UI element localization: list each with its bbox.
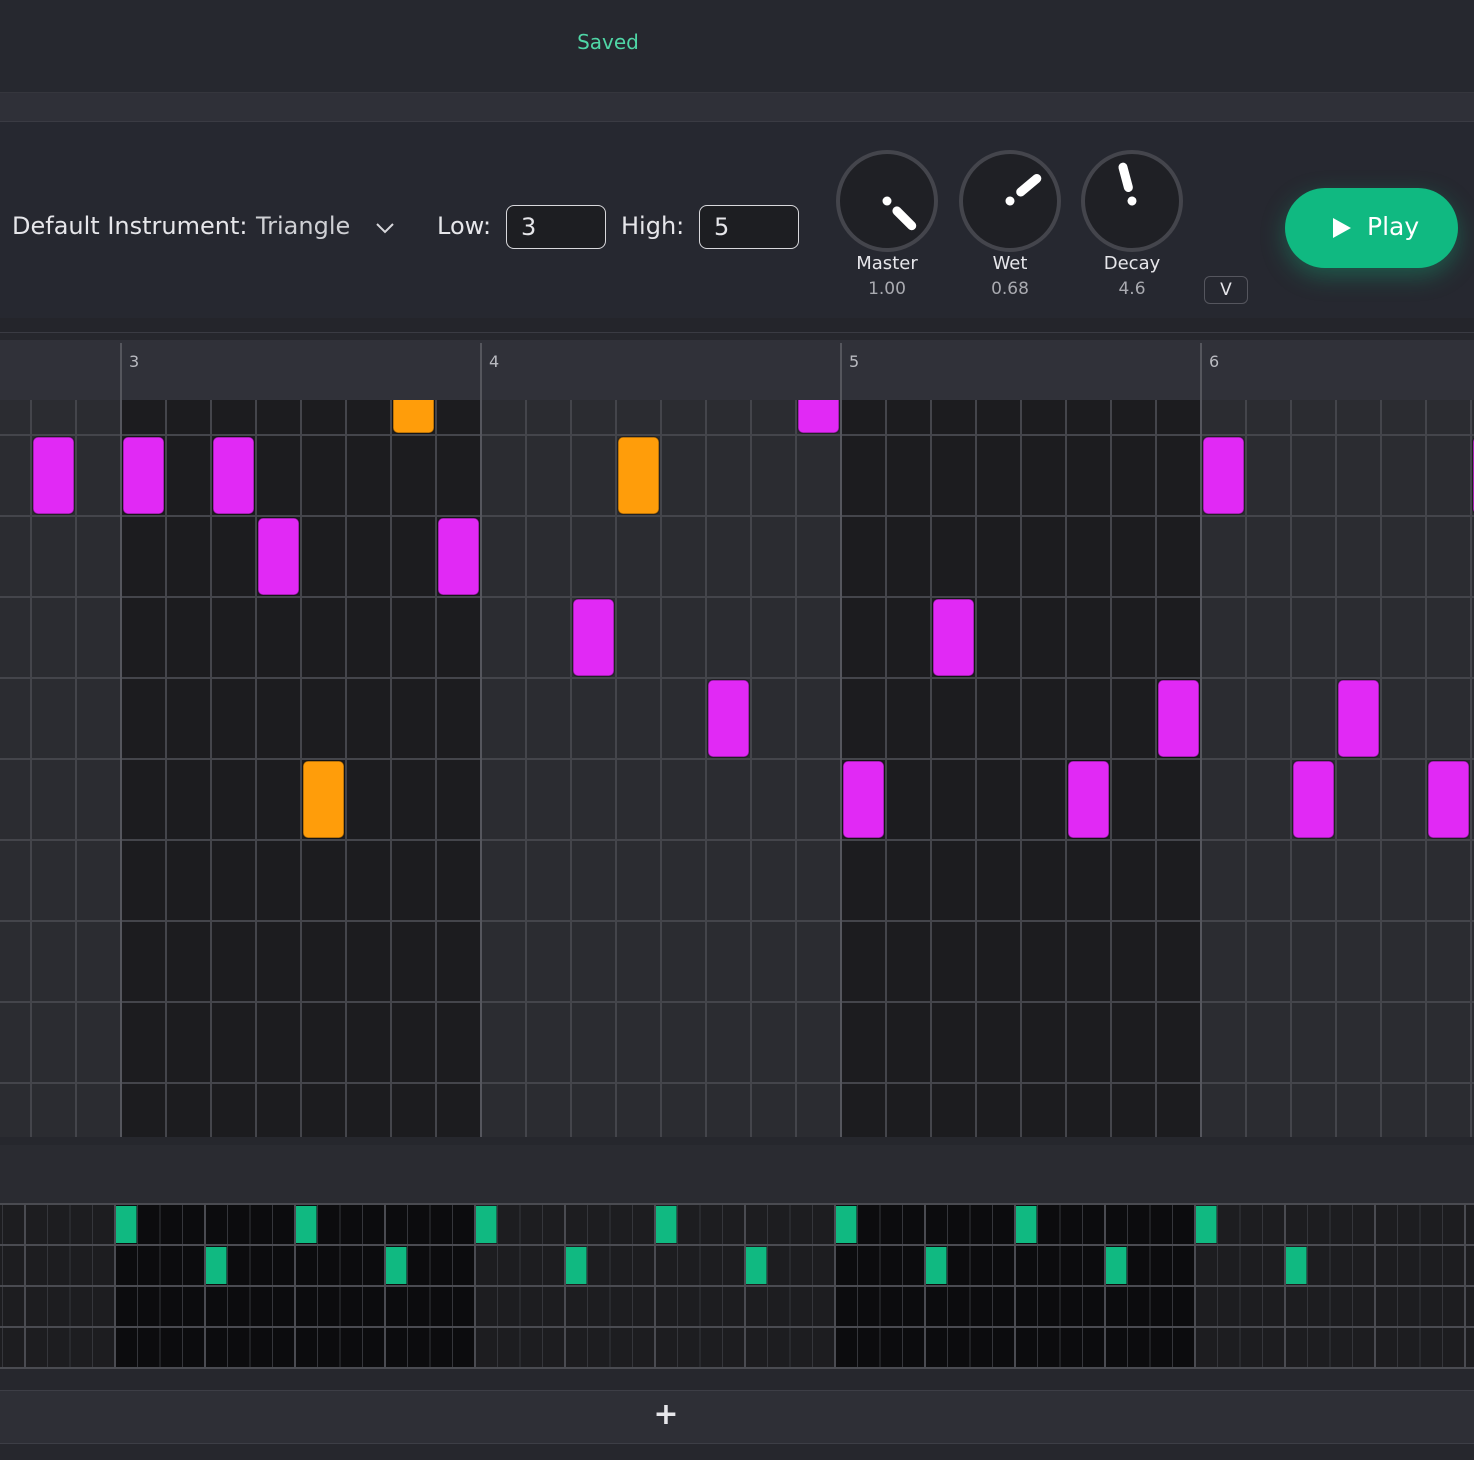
note — [212, 436, 255, 515]
drum-step — [116, 1206, 137, 1243]
high-input[interactable]: 5 — [699, 205, 799, 249]
instrument-label: Default Instrument: — [12, 212, 248, 240]
save-status: Saved — [577, 30, 639, 54]
play-label: Play — [1367, 212, 1420, 241]
note — [617, 436, 660, 515]
drum-step — [206, 1247, 227, 1284]
knob-label: Wet — [993, 253, 1028, 274]
note — [257, 517, 300, 596]
sequencer: 3 4 5 6 — [0, 340, 1474, 1369]
play-icon — [1333, 218, 1351, 238]
knobs: Master 1.00 Wet 0.68 Decay 4.6 — [836, 150, 1183, 299]
knob-pointer — [882, 196, 917, 231]
note — [1337, 679, 1380, 758]
note — [122, 436, 165, 515]
bar-number: 5 — [849, 352, 859, 371]
note — [797, 400, 840, 434]
bar-number: 6 — [1209, 352, 1219, 371]
ruler — [0, 340, 1474, 400]
note — [1292, 760, 1335, 839]
knob-pointer — [1005, 174, 1042, 206]
note — [932, 598, 975, 677]
lane-header — [0, 1145, 1474, 1203]
low-input[interactable]: 3 — [506, 205, 606, 249]
add-track-icon: + — [653, 1397, 679, 1432]
chevron-icon — [376, 223, 394, 234]
play-button[interactable]: Play — [1285, 188, 1458, 268]
bar-number: 3 — [129, 352, 139, 371]
toggle-button[interactable]: V — [1204, 276, 1248, 304]
drum-step — [1196, 1206, 1217, 1243]
knob-master[interactable]: Master 1.00 — [836, 150, 938, 299]
drum-step — [386, 1247, 407, 1284]
note — [32, 436, 75, 515]
note — [707, 679, 750, 758]
instrument-select[interactable]: Triangle — [256, 212, 351, 240]
knob-value: 1.00 — [868, 279, 906, 299]
drum-step — [836, 1206, 857, 1243]
knob-wet[interactable]: Wet 0.68 — [959, 150, 1061, 299]
note — [302, 760, 345, 839]
knob-value: 0.68 — [991, 279, 1029, 299]
add-track-bar[interactable]: + — [0, 1390, 1474, 1444]
notes — [32, 400, 1474, 839]
drum-step — [1286, 1247, 1307, 1284]
top-bar — [0, 0, 1474, 93]
knob-decay[interactable]: Decay 4.6 — [1081, 150, 1183, 299]
note — [842, 760, 885, 839]
bar-number: 4 — [489, 352, 499, 371]
drum-step — [746, 1247, 767, 1284]
drum-step — [1016, 1206, 1037, 1243]
dropdown-chevron[interactable] — [374, 220, 396, 236]
low-label: Low: — [437, 212, 492, 240]
play-triangle — [1333, 218, 1351, 238]
drum-step — [476, 1206, 497, 1243]
knob-pointer — [1118, 162, 1137, 206]
note — [1427, 760, 1470, 839]
separator — [0, 318, 1474, 333]
note — [1202, 436, 1245, 515]
note — [437, 517, 480, 596]
note — [1067, 760, 1110, 839]
drum-step — [926, 1247, 947, 1284]
note — [572, 598, 615, 677]
note — [392, 400, 435, 434]
knob-label: Master — [856, 253, 918, 274]
drum-step — [296, 1206, 317, 1243]
knob-value: 4.6 — [1118, 279, 1145, 299]
drum-step — [656, 1206, 677, 1243]
high-label: High: — [621, 212, 685, 240]
divider-band — [0, 93, 1474, 122]
drum-step — [1106, 1247, 1127, 1284]
drum-step — [566, 1247, 587, 1284]
note — [1157, 679, 1200, 758]
knob-label: Decay — [1104, 253, 1161, 274]
